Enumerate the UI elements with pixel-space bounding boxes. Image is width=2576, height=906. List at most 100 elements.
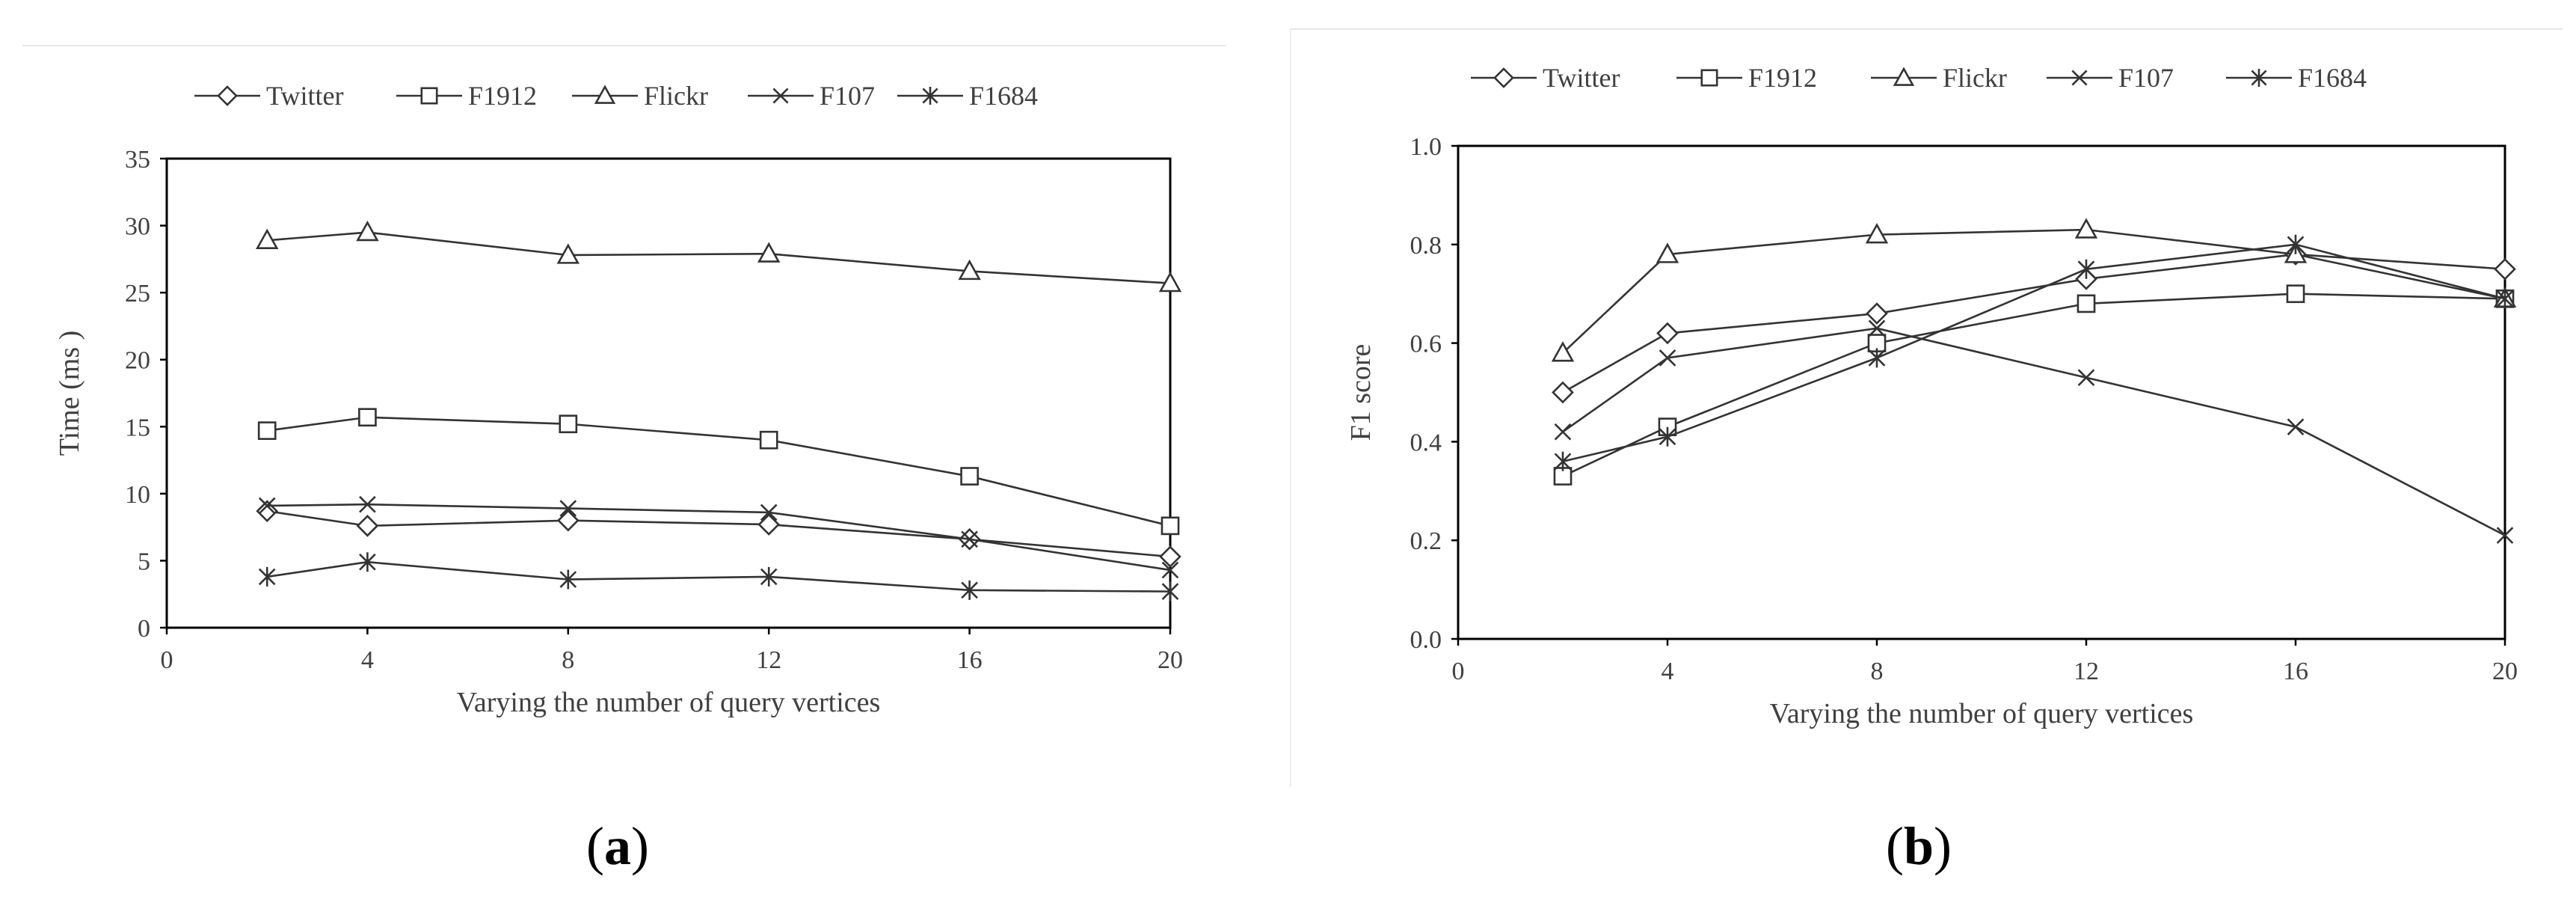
legend-label-b-flickr: Flickr [1943,63,2007,93]
point-a-flickr-5 [1158,271,1182,293]
point-a-f1684-3 [760,566,778,587]
legend-label-b-f1684: F1684 [2298,63,2367,93]
legend-item-a-f1912: F1912 [396,81,537,111]
legend-item-b-f1912: F1912 [1676,63,1817,93]
point-b-twitter-0 [1552,381,1574,404]
legend-label-b-f107: F107 [2118,63,2174,93]
y-tick-label-a-7: 35 [125,146,150,174]
point-b-f107-5 [2496,527,2514,544]
series-b-f1684 [1554,234,2514,471]
point-b-f107-2 [1868,319,1886,337]
x-axis-label-b: Varying the number of query vertices [1770,698,2194,729]
point-a-f107-5 [1161,561,1179,579]
x-tick-label-a-3: 12 [756,646,781,674]
legend-item-a-f107: F107 [748,81,875,111]
legend-marker-b-f1912 [1700,69,1718,87]
legend-label-b-f1912: F1912 [1748,63,1817,93]
point-b-flickr-2 [1865,222,1889,244]
legend-marker-a-f107 [772,88,789,104]
point-b-f1684-0 [1554,451,1572,471]
series-line-b-f107 [1562,327,2506,536]
y-tick-label-a-6: 30 [125,213,150,241]
point-a-twitter-1 [356,515,379,537]
x-tick-label-b-2: 8 [1871,658,1884,685]
x-tick-label-b-0: 0 [1452,658,1465,685]
point-a-f1684-2 [559,569,577,590]
series-a-f1912 [257,408,1180,536]
legend-marker-b-f107 [2071,70,2088,86]
series-b-flickr [1551,218,2517,362]
legend-item-b-f107: F107 [2047,63,2174,93]
point-b-f107-3 [2077,369,2095,387]
point-a-flickr-0 [255,228,279,249]
series-line-a-f107 [267,503,1171,572]
y-tick-label-b-5: 1.0 [1410,133,1442,161]
series-b-f107 [1554,319,2514,544]
legend-marker-b-f1684 [2251,69,2267,87]
y-tick-label-a-0: 0 [138,615,150,643]
point-b-twitter-1 [1656,322,1679,345]
series-line-a-f1684 [267,560,1171,593]
point-a-f1684-1 [359,552,376,572]
point-a-twitter-5 [1159,545,1181,568]
legend-marker-a-f1684 [922,87,938,105]
series-line-a-flickr [267,231,1171,284]
legend-item-a-flickr: Flickr [572,81,708,111]
series-line-b-twitter [1562,253,2506,394]
legend-label-a-flickr: Flickr [644,81,708,111]
caption-b: (b) [1886,816,1952,876]
point-a-twitter-0 [256,500,279,522]
plot-frame-b [1457,144,2506,640]
point-b-f107-1 [1659,349,1676,367]
point-b-f1684-1 [1659,426,1676,447]
legend-label-a-f107: F107 [820,81,875,111]
caption-a: (a) [586,816,649,876]
point-b-flickr-0 [1551,341,1575,362]
point-a-flickr-4 [958,259,981,281]
point-a-f1912-1 [358,408,377,427]
legend-label-a-f1684: F1684 [969,81,1038,111]
y-axis-label-b: F1 score [1345,344,1377,441]
point-b-f1684-2 [1868,348,1886,368]
y-tick-label-a-4: 20 [125,347,150,375]
point-a-f107-0 [258,497,276,515]
point-b-flickr-1 [1656,242,1679,263]
x-tick-label-a-4: 16 [957,646,983,674]
series-b-twitter [1552,243,2516,404]
series-a-f1684 [258,552,1179,602]
point-b-f1684-4 [2287,234,2305,254]
x-axis-label-a: Varying the number of query vertices [457,687,881,718]
legend-marker-a-f1912 [420,87,438,105]
y-tick-label-a-5: 25 [125,280,150,307]
chart-panel-b: 0.0 0.2 0.4 0.6 0.8 1.0 0 4 8 12 16 20 Varying the n… [1290,28,2563,787]
y-tick-label-b-1: 0.2 [1410,527,1442,555]
point-a-f107-1 [359,495,376,513]
point-a-flickr-1 [356,220,379,242]
point-a-twitter-3 [757,513,781,536]
point-a-f107-2 [559,500,577,517]
y-tick-label-b-2: 0.4 [1410,429,1442,456]
legend-item-b-twitter: Twitter [1471,63,1620,93]
point-a-f107-4 [961,530,978,548]
y-tick-label-b-4: 0.8 [1410,232,1442,260]
series-b-f1912 [1553,284,2515,486]
series-line-b-flickr [1562,228,2506,354]
point-a-twitter-2 [556,509,580,532]
point-b-f1684-5 [2496,289,2514,309]
point-a-f1684-4 [961,580,978,600]
x-tick-label-a-5: 20 [1158,646,1183,674]
x-tick-label-b-3: 12 [2074,658,2099,685]
chart-a-svg: 0 5 10 15 20 25 30 35 0 4 8 12 16 20 Varying the numbe… [54,81,1183,718]
point-b-f1912-4 [2286,284,2305,304]
point-a-f1912-2 [559,414,578,434]
legend-label-a-f1912: F1912 [468,81,537,111]
series-line-b-f1912 [1562,293,2506,477]
point-b-twitter-5 [2494,257,2516,281]
x-tick-label-a-1: 4 [361,646,374,674]
legend-marker-b-twitter [1493,67,1514,88]
point-b-f107-0 [1554,423,1572,441]
y-axis-label-a: Time (ms ) [54,331,85,456]
chart-panel-a: 0 5 10 15 20 25 30 35 0 4 8 12 16 20 Varying the numbe… [22,45,1226,765]
point-b-f1912-3 [2077,294,2096,313]
point-a-f1912-0 [257,421,277,441]
